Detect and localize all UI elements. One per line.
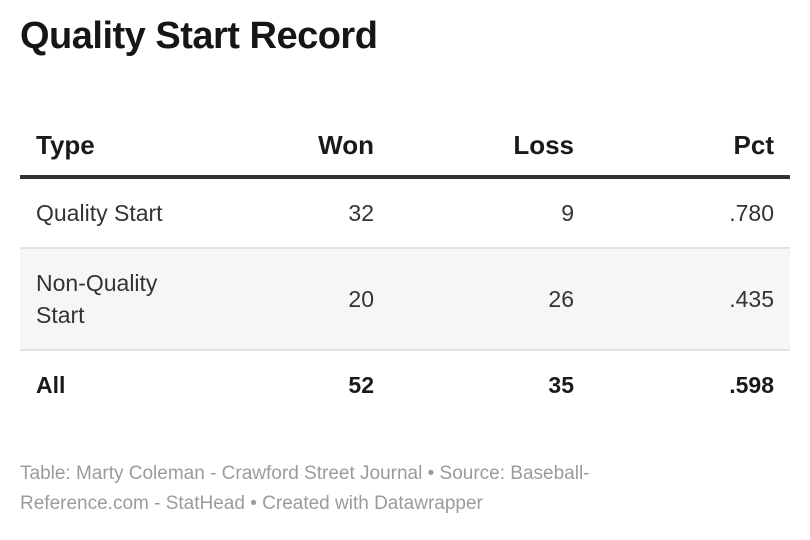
footer-line: Reference.com - StatHead • Created with … — [20, 493, 483, 514]
table-row-all-total: All 52 35 .598 — [20, 350, 790, 419]
header-row: Type Won Loss Pct — [20, 112, 790, 177]
column-header-type: Type — [36, 130, 95, 160]
footer-line: Table: Marty Coleman - Crawford Street J… — [20, 463, 590, 484]
cell-type: All — [36, 372, 66, 398]
cell-loss: 9 — [561, 200, 574, 226]
cell-type: Quality Start — [36, 200, 163, 226]
cell-pct: .780 — [729, 200, 774, 226]
table-row-quality-start: Quality Start 32 9 .780 — [20, 177, 790, 248]
table-widget: Quality Start Record Type Won Loss Pct Q… — [0, 12, 810, 519]
cell-loss: 35 — [548, 372, 574, 398]
column-header-won: Won — [318, 130, 374, 160]
cell-type: Non-Quality Start — [36, 270, 158, 328]
cell-won: 52 — [348, 372, 374, 398]
column-header-pct: Pct — [733, 130, 774, 160]
cell-loss: 26 — [548, 286, 574, 312]
cell-won: 20 — [348, 286, 374, 312]
table-row-non-quality-start: Non-Quality Start 20 26 .435 — [20, 248, 790, 350]
cell-pct: .435 — [729, 286, 774, 312]
column-header-loss: Loss — [513, 130, 574, 160]
cell-pct: .598 — [729, 372, 774, 398]
cell-won: 32 — [348, 200, 374, 226]
page-title: Quality Start Record — [20, 15, 378, 57]
attribution-footer: Table: Marty Coleman - Crawford Street J… — [20, 459, 790, 519]
stats-table: Type Won Loss Pct Quality Start 32 9 .78… — [20, 112, 790, 419]
